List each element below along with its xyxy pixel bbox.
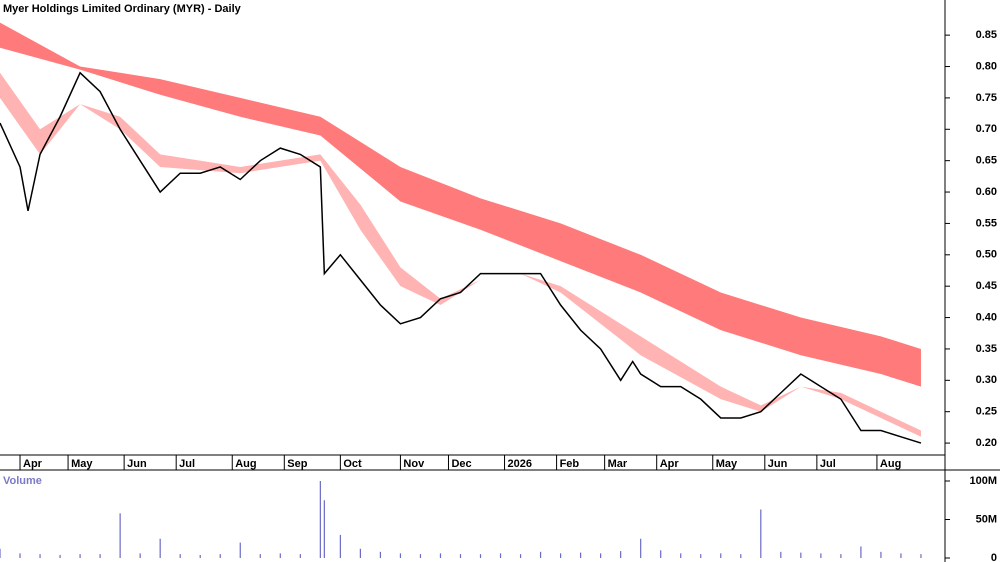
- volume-bar: [780, 551, 782, 558]
- volume-bar: [0, 548, 1, 558]
- y-tick-label: 0.65: [976, 155, 997, 167]
- x-tick-label: Apr: [660, 458, 680, 470]
- volume-title: Volume: [3, 475, 42, 487]
- x-tick-label: Sep: [287, 458, 307, 470]
- y-tick-label: 0.55: [976, 217, 997, 229]
- volume-bar: [499, 553, 502, 558]
- x-tick-label: Jul: [820, 458, 836, 470]
- y-tick-label: 0.40: [976, 311, 997, 323]
- y-tick-label: 100M: [969, 475, 997, 487]
- volume-bar: [860, 546, 862, 558]
- volume-bar: [539, 551, 542, 558]
- volume-bar: [59, 554, 61, 558]
- volume-bar: [199, 554, 201, 558]
- x-tick-label: Mar: [608, 458, 628, 470]
- volume-bar: [279, 553, 281, 558]
- y-tick-label: 0: [991, 552, 997, 562]
- volume-bar: [459, 554, 462, 558]
- x-tick-label: Oct: [343, 458, 362, 470]
- volume-bar: [580, 552, 582, 558]
- volume-bar: [119, 513, 121, 558]
- x-tick-label: Feb: [560, 458, 580, 470]
- volume-bar: [660, 550, 662, 558]
- volume-bar: [479, 554, 482, 558]
- y-tick-label: 0.60: [976, 186, 997, 198]
- x-tick-label: Aug: [235, 458, 256, 470]
- volume-bar: [179, 554, 181, 558]
- volume-bar: [419, 554, 422, 558]
- volume-bar: [139, 553, 141, 558]
- volume-bar: [319, 481, 321, 558]
- volume-bar: [680, 553, 682, 558]
- volume-bar: [920, 554, 922, 558]
- x-tick-label: Apr: [23, 458, 43, 470]
- volume-bar: [880, 551, 882, 558]
- y-tick-label: 0.80: [976, 60, 997, 72]
- ma-band: [0, 22, 921, 387]
- volume-bar: [19, 553, 21, 558]
- volume-bar: [720, 553, 722, 558]
- volume-bar: [840, 554, 842, 558]
- y-tick-label: 0.45: [976, 280, 997, 292]
- x-tick-label: Nov: [403, 458, 425, 470]
- volume-bar: [159, 538, 161, 558]
- y-tick-label: 0.50: [976, 249, 997, 261]
- volume-bar: [399, 553, 402, 558]
- volume-bar: [359, 548, 361, 558]
- x-tick-label: Aug: [880, 458, 901, 470]
- volume-bar: [600, 553, 602, 558]
- volume-bar: [299, 554, 301, 558]
- volume-bar: [760, 509, 762, 558]
- volume-bar: [339, 534, 341, 558]
- y-tick-label: 0.75: [976, 92, 997, 104]
- volume-bar: [900, 553, 902, 558]
- x-tick-label: May: [71, 458, 93, 470]
- price-line: [0, 71, 922, 444]
- y-tick-label: 0.20: [976, 437, 997, 449]
- volume-bar: [800, 552, 802, 558]
- y-tick-label: 0.35: [976, 343, 997, 355]
- volume-bar: [640, 538, 642, 558]
- x-tick-label: 2026: [508, 458, 532, 470]
- volume-bar: [323, 500, 325, 558]
- y-tick-label: 0.25: [976, 406, 997, 418]
- volume-bar: [259, 554, 261, 558]
- volume-bar: [559, 553, 562, 558]
- y-tick-label: 0.30: [976, 374, 997, 386]
- x-tick-label: Jul: [179, 458, 195, 470]
- volume-bar: [99, 554, 101, 558]
- volume-bar: [239, 542, 241, 558]
- volume-bar: [519, 554, 522, 558]
- x-tick-label: Jun: [768, 458, 788, 470]
- x-tick-label: May: [716, 458, 738, 470]
- x-tick-label: Dec: [451, 458, 471, 470]
- x-tick-label: Jun: [127, 458, 147, 470]
- volume-bar: [820, 553, 822, 558]
- volume-bar: [219, 554, 221, 558]
- volume-bar: [740, 554, 742, 558]
- y-tick-label: 0.85: [976, 29, 997, 41]
- volume-bar: [79, 554, 81, 558]
- volume-bar: [39, 554, 41, 558]
- volume-bar: [439, 553, 442, 558]
- y-tick-label: 0.70: [976, 123, 997, 135]
- chart-title: Myer Holdings Limited Ordinary (MYR) - D…: [3, 3, 242, 15]
- y-tick-label: 50M: [976, 513, 997, 525]
- volume-bar: [379, 551, 382, 558]
- volume-bar: [700, 554, 702, 558]
- ma-band: [0, 72, 921, 437]
- volume-bar: [620, 551, 622, 558]
